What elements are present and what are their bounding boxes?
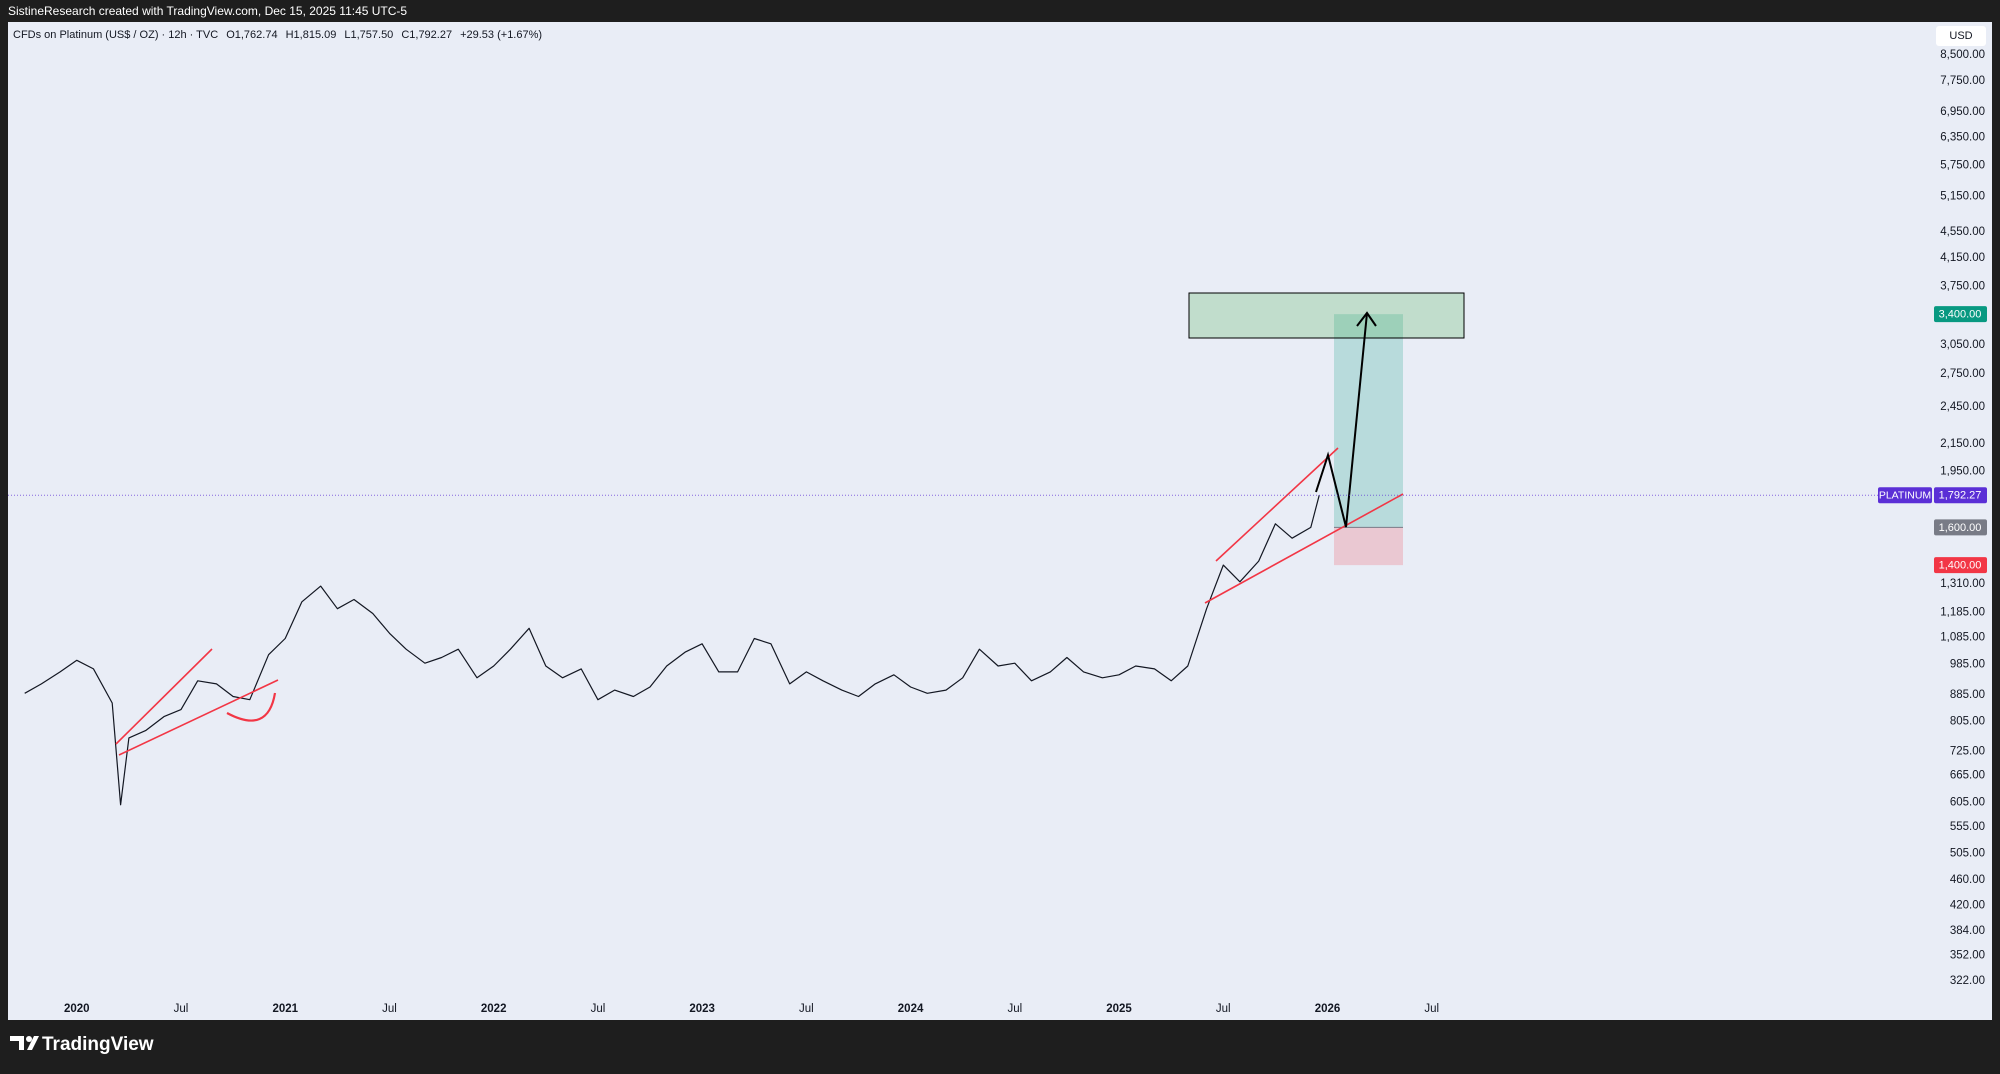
y-tick-label: 2,450.00: [1940, 401, 1985, 413]
y-tick-label: 5,150.00: [1940, 191, 1985, 203]
y-tick-label: 805.00: [1950, 716, 1985, 728]
x-tick-label: Jul: [1216, 1003, 1231, 1015]
x-tick-label: Jul: [382, 1003, 397, 1015]
symbol-tag-box: [1878, 487, 1932, 504]
y-tick-label: 665.00: [1950, 770, 1985, 782]
y-tick-label: 4,150.00: [1940, 252, 1985, 264]
y-tick-label: 6,350.00: [1940, 131, 1985, 143]
x-tick-label: 2022: [481, 1003, 507, 1015]
arrow-head: [1356, 311, 1377, 327]
y-tick-label: 1,185.00: [1940, 606, 1985, 618]
ohlc-key: H: [286, 29, 294, 41]
price-axis: 8,500.00 7,750.00 6,950.00 6,350.00 5,750.00…: [8, 49, 1987, 1015]
chart-area: [8, 22, 1992, 1020]
legend: CFDs on Platinum (US$ / OZ) · 12h · TVC O…: [13, 29, 542, 41]
y-tick-label: 5,750.00: [1940, 160, 1985, 172]
position-label: 3,400.00: [1939, 309, 1982, 321]
y-tick-label: 1,950.00: [1940, 465, 1985, 477]
price-line-series: [24, 495, 1320, 806]
ohlc-key: O: [226, 29, 235, 41]
y-tick-label: 1,085.00: [1940, 631, 1985, 643]
x-tick-label: 2025: [1106, 1003, 1132, 1015]
trend-line: [1215, 447, 1339, 562]
ohlc-value: 1,762.74: [235, 29, 278, 41]
x-tick-label: 2021: [272, 1003, 298, 1015]
curve: [226, 692, 277, 722]
ohlc-key: C: [401, 29, 409, 41]
legend-title: CFDs on Platinum (US$ / OZ) · 12h · TVC: [13, 29, 218, 41]
x-tick-label: Jul: [799, 1003, 814, 1015]
ohlc-key: L: [344, 29, 350, 41]
loss-zone: [1334, 527, 1403, 566]
y-tick-label: 460.00: [1950, 874, 1985, 886]
trend-line: [118, 679, 279, 756]
x-tick-label: 2020: [64, 1003, 90, 1015]
x-tick-label: Jul: [1007, 1003, 1022, 1015]
position-label: 1,600.00: [1939, 522, 1982, 534]
symbol-tag: PLATINUM: [1879, 490, 1931, 502]
y-tick-label: 352.00: [1950, 950, 1985, 962]
currency[interactable]: USD: [1949, 30, 1972, 42]
y-tick-label: 420.00: [1950, 900, 1985, 912]
drawings-over: [115, 292, 1465, 756]
logo-dot: [26, 1036, 32, 1042]
logo-mark: [10, 1036, 24, 1050]
ohlc-value: 1,792.27: [409, 29, 452, 41]
y-tick-label: 505.00: [1950, 848, 1985, 860]
brand: TradingView: [42, 1034, 154, 1055]
position-label-box: [1934, 519, 1987, 536]
y-tick-label: 4,550.00: [1940, 226, 1985, 238]
drawings-under: [1334, 314, 1403, 566]
y-tick-label: 2,750.00: [1940, 368, 1985, 380]
x-tick-label: 2026: [1315, 1003, 1341, 1015]
last-price-label: 1,792.27: [1939, 490, 1982, 502]
y-tick-label: 1,310.00: [1940, 578, 1985, 590]
projection-arrow: [1315, 312, 1368, 528]
logo-mark: [27, 1036, 39, 1050]
y-tick-label: 3,750.00: [1940, 280, 1985, 292]
x-tick-label: Jul: [1424, 1003, 1439, 1015]
profit-zone: [1334, 314, 1403, 528]
target-zone: [1188, 292, 1465, 339]
y-tick-label: 985.00: [1950, 659, 1985, 671]
y-tick-label: 2,150.00: [1940, 438, 1985, 450]
y-tick-label: 555.00: [1950, 821, 1985, 833]
ohlc-value: 1,757.50: [350, 29, 393, 41]
ohlc-value: 1,815.09: [294, 29, 337, 41]
y-tick-label: 7,750.00: [1940, 75, 1985, 87]
trend-line: [115, 648, 213, 745]
position-label: 1,400.00: [1939, 560, 1982, 572]
brand-logo: [10, 1036, 39, 1050]
y-tick-label: 384.00: [1950, 925, 1985, 937]
y-tick-label: 322.00: [1950, 975, 1985, 987]
trend-line: [1204, 493, 1404, 604]
y-tick-label: 885.00: [1950, 689, 1985, 701]
x-tick-label: 2024: [898, 1003, 924, 1015]
position-label-box: [1934, 557, 1987, 574]
y-tick-label: 6,950.00: [1940, 106, 1985, 118]
series: [24, 495, 1320, 806]
position-label-box: [1934, 306, 1987, 323]
legend-values: O1,762.74 H1,815.09 L1,757.50 C1,792.27: [226, 29, 452, 41]
y-tick-label: 605.00: [1950, 796, 1985, 808]
y-tick-label: 8,500.00: [1940, 49, 1985, 61]
y-tick-label: 725.00: [1950, 745, 1985, 757]
currency-box[interactable]: [1936, 26, 1986, 46]
x-tick-label: Jul: [591, 1003, 606, 1015]
legend-change: +29.53 (+1.67%): [460, 29, 542, 41]
x-tick-label: Jul: [174, 1003, 189, 1015]
last-price-label-box: [1934, 487, 1987, 504]
header-text: SistineResearch created with TradingView…: [8, 4, 407, 18]
x-tick-label: 2023: [689, 1003, 715, 1015]
y-tick-label: 3,050.00: [1940, 339, 1985, 351]
